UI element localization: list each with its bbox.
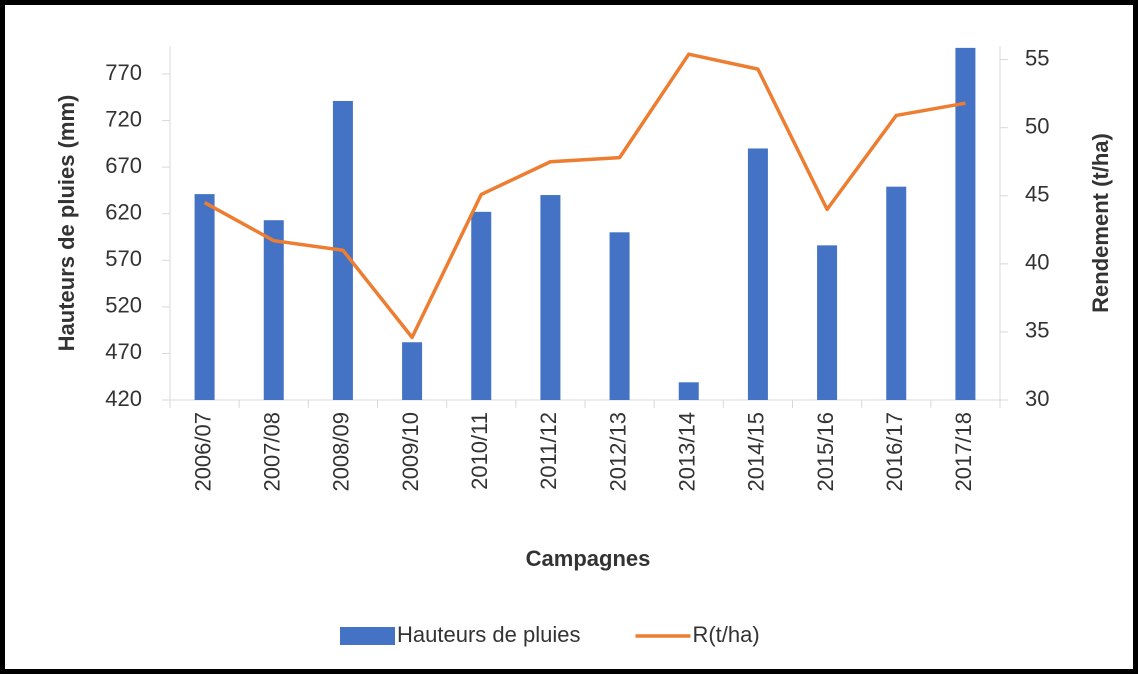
bar [678, 382, 699, 400]
x-tick-label: 2010/11 [467, 412, 492, 490]
x-tick-label: 2017/18 [951, 412, 976, 492]
bar [263, 220, 284, 400]
x-tick-label: 2014/15 [744, 412, 769, 492]
y-tick-label: 720 [105, 106, 142, 131]
x-tick-label: 2006/07 [190, 412, 215, 492]
x-tick-label: 2013/14 [675, 412, 700, 492]
legend-swatch [340, 627, 395, 645]
y2-tick-label: 55 [1025, 45, 1049, 70]
y2-tick-label: 35 [1025, 318, 1049, 343]
bar [402, 342, 423, 400]
y-axis-title: Hauteurs de pluies (mm) [54, 95, 79, 352]
y-tick-label: 420 [105, 386, 142, 411]
bar [886, 186, 907, 400]
line [203, 52, 966, 340]
bar [194, 194, 215, 400]
legend-label: R(t/ha) [692, 622, 759, 647]
y2-tick-label: 30 [1025, 386, 1049, 411]
y2-tick-label: 50 [1025, 114, 1049, 139]
y2-tick-label: 45 [1025, 182, 1049, 207]
y-tick-label: 770 [105, 60, 142, 85]
x-tick-label: 2008/09 [329, 412, 354, 492]
bar [609, 232, 630, 400]
y2-tick-label: 40 [1025, 250, 1049, 275]
bar [817, 245, 838, 400]
x-tick-label: 2015/16 [813, 412, 838, 492]
y-tick-label: 620 [105, 199, 142, 224]
x-tick-label: 2012/13 [605, 412, 630, 492]
bar [540, 195, 561, 400]
x-tick-label: 2011/12 [536, 412, 561, 490]
x-tick-label: 2009/10 [398, 412, 423, 492]
x-axis-title: Campagnes [526, 546, 651, 571]
x-tick-label: 2016/17 [882, 412, 907, 492]
legend-label: Hauteurs de pluies [397, 622, 580, 647]
y-tick-label: 520 [105, 293, 142, 318]
y2-axis-title: Rendement (t/ha) [1088, 133, 1113, 313]
bar [471, 211, 492, 400]
bar [955, 47, 976, 400]
bar [747, 148, 768, 400]
x-tick-label: 2007/08 [260, 412, 285, 492]
y-tick-label: 570 [105, 246, 142, 271]
y-tick-label: 470 [105, 339, 142, 364]
y-tick-label: 670 [105, 153, 142, 178]
